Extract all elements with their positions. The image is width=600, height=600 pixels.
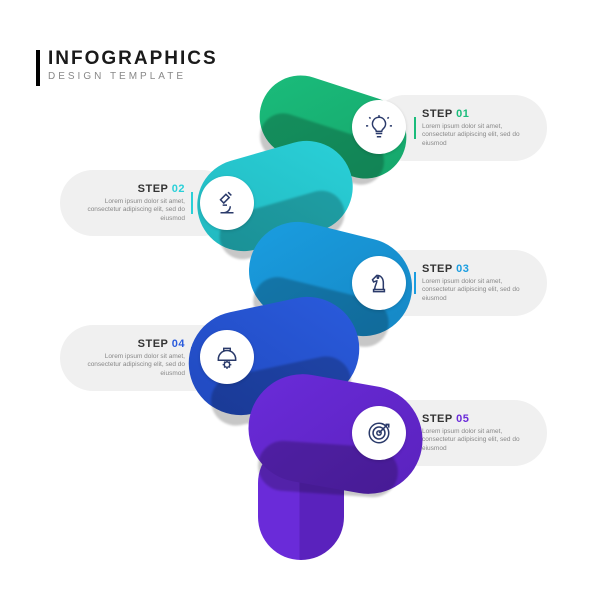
- step-04-label: STEP 04: [78, 338, 185, 350]
- step-03-desc: Lorem ipsum dolor sit amet, consectetur …: [422, 278, 529, 303]
- target-arrow-icon: [366, 420, 392, 446]
- header-block: INFOGRAPHICS DESIGN TEMPLATE: [48, 48, 218, 82]
- step-02-desc: Lorem ipsum dolor sit amet, consectetur …: [78, 198, 185, 223]
- step-01-prefix: STEP: [422, 108, 453, 120]
- step-04-number: 04: [172, 338, 185, 350]
- header-accent-bar: [36, 50, 40, 86]
- step-05-desc: Lorem ipsum dolor sit amet, consectetur …: [422, 428, 529, 453]
- step-01-desc: Lorem ipsum dolor sit amet, consectetur …: [422, 123, 529, 148]
- step-02-number: 02: [172, 183, 185, 195]
- step-02-tick: [191, 192, 193, 214]
- step-03-label: STEP 03: [422, 263, 529, 275]
- page-subtitle: DESIGN TEMPLATE: [48, 71, 218, 82]
- step-01-tick: [414, 117, 416, 139]
- step-05-number: 05: [456, 413, 469, 425]
- lightbulb-icon: [366, 114, 392, 140]
- step-05-icon-circle: [352, 406, 406, 460]
- step-04-prefix: STEP: [138, 338, 169, 350]
- step-01-number: 01: [456, 108, 469, 120]
- microscope-icon: [214, 190, 240, 216]
- step-03-prefix: STEP: [422, 263, 453, 275]
- page-title: INFOGRAPHICS: [48, 48, 218, 70]
- step-02-label: STEP 02: [78, 183, 185, 195]
- step-02-icon-circle: [200, 176, 254, 230]
- step-01-icon-circle: [352, 100, 406, 154]
- step-04-icon-circle: [200, 330, 254, 384]
- chess-knight-icon: [366, 270, 392, 296]
- step-05-label: STEP 05: [422, 413, 529, 425]
- step-03-tick: [414, 272, 416, 294]
- step-05-prefix: STEP: [422, 413, 453, 425]
- step-04-desc: Lorem ipsum dolor sit amet, consectetur …: [78, 353, 185, 378]
- step-01-label: STEP 01: [422, 108, 529, 120]
- step-03-number: 03: [456, 263, 469, 275]
- hardhat-gear-icon: [214, 344, 240, 370]
- step-02-prefix: STEP: [138, 183, 169, 195]
- step-03-icon-circle: [352, 256, 406, 310]
